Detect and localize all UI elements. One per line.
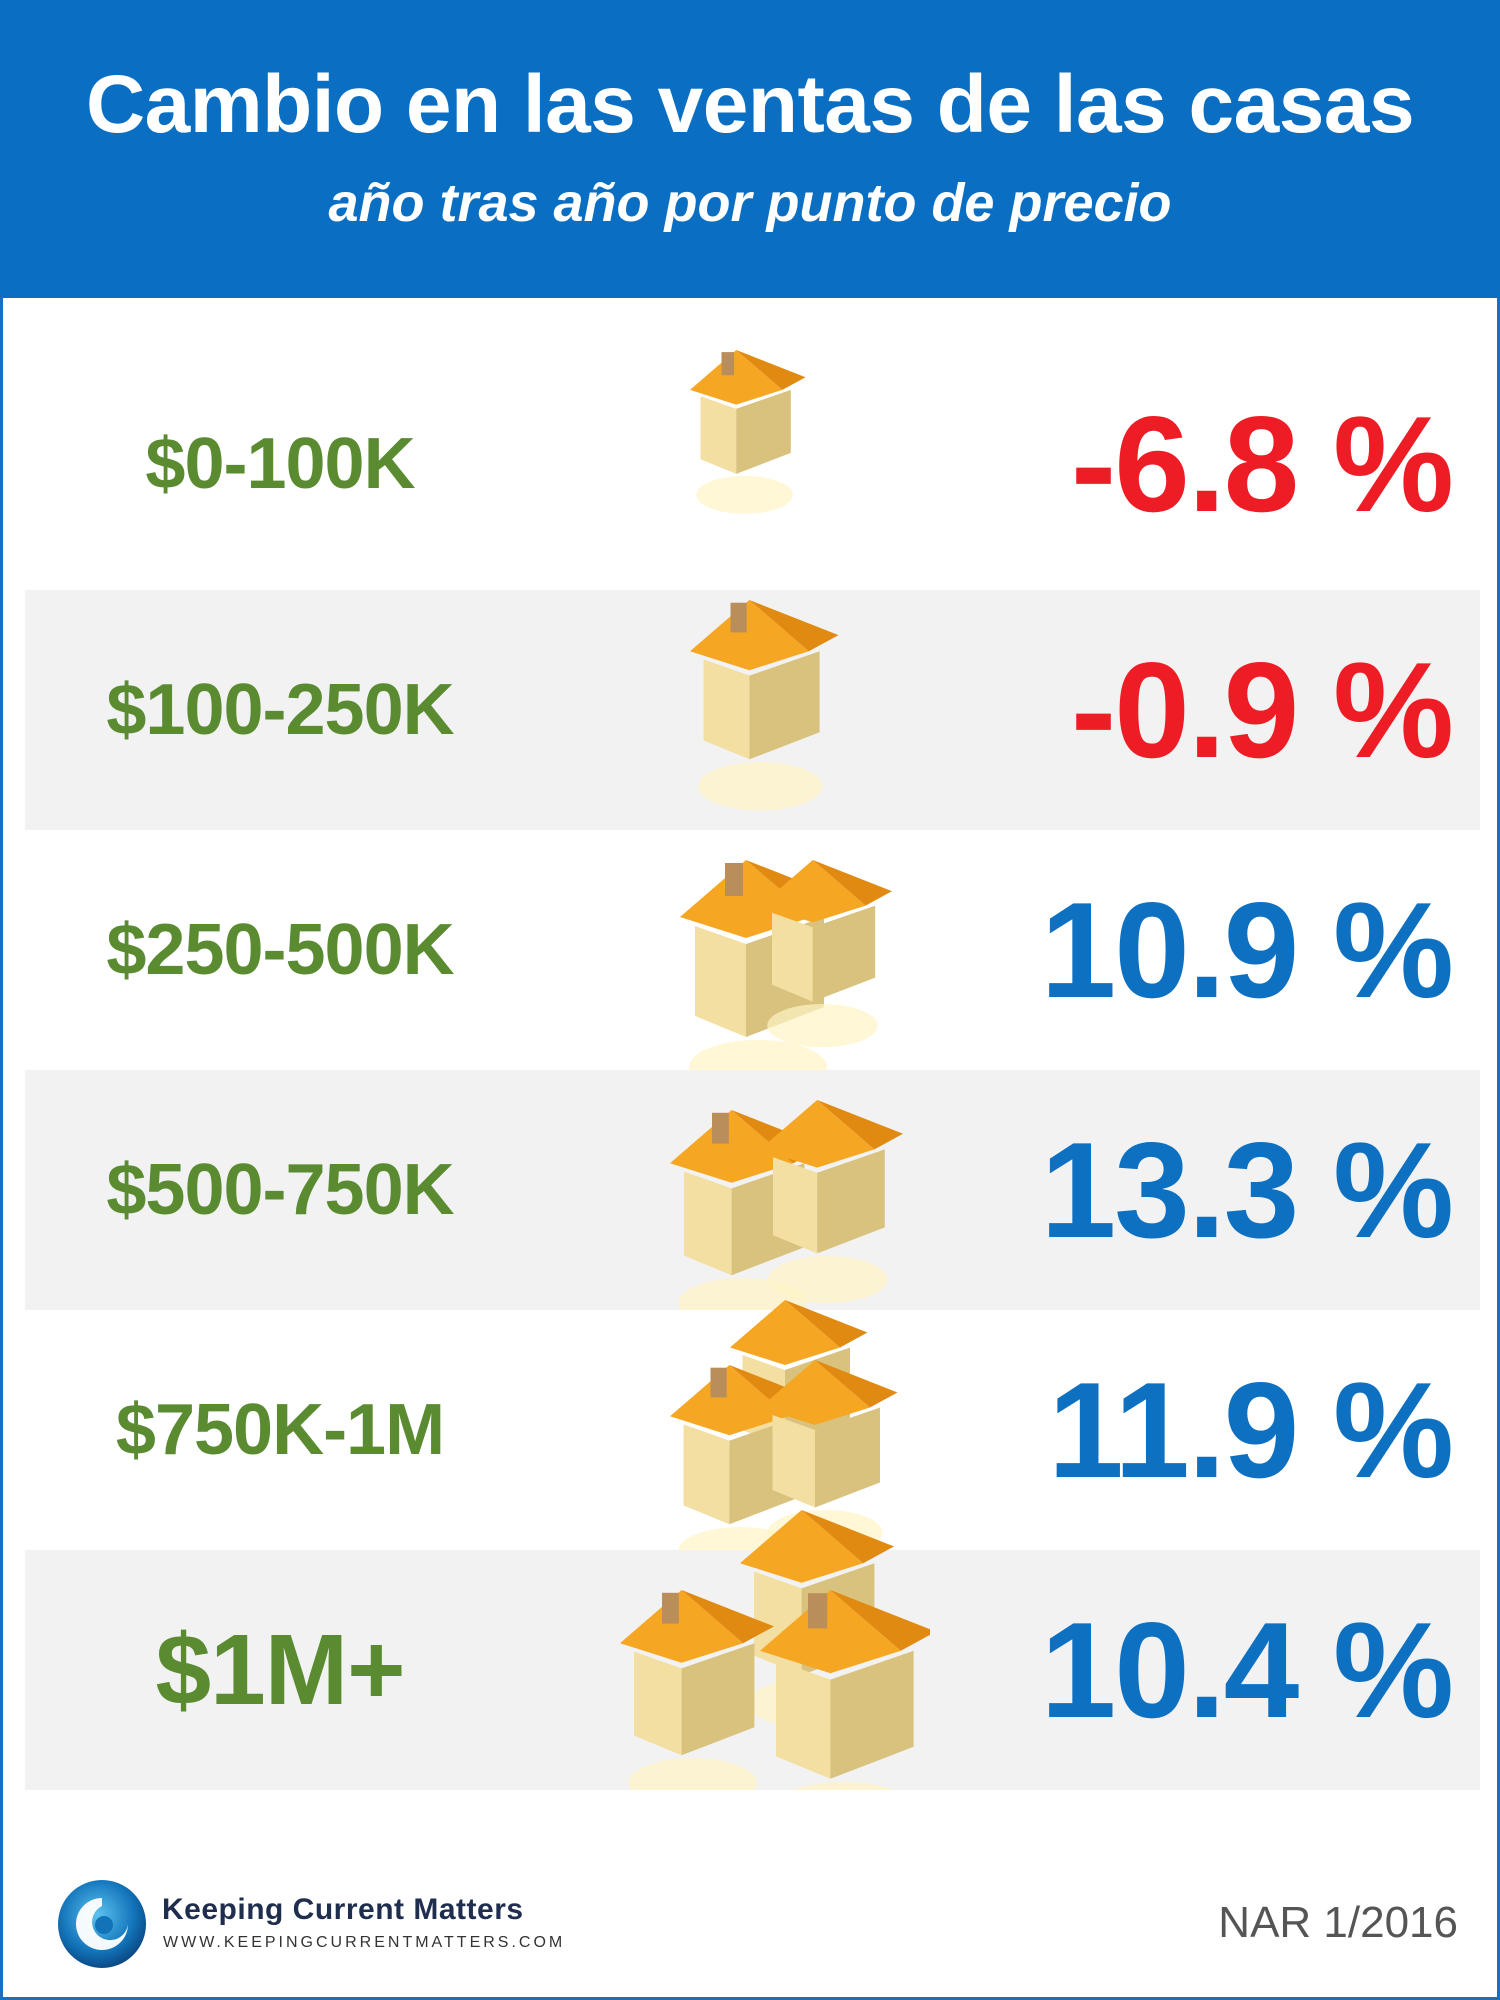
- price-row: $500-750K 13.3 %: [0, 1070, 1500, 1310]
- change-value: -0.9 %: [1070, 634, 1454, 786]
- price-row: $1M+ 10.4 %: [0, 1510, 1500, 1790]
- price-range-label: $1M+: [155, 1614, 406, 1726]
- change-value: 10.9 %: [1040, 874, 1454, 1026]
- brand-name: Keeping Current Matters: [162, 1893, 524, 1926]
- price-range-label: $0-100K: [145, 424, 415, 504]
- single-house-icon: [690, 600, 839, 811]
- page-title: Cambio en las ventas de las casas: [85, 59, 1415, 150]
- double-gable-house-icon: [680, 860, 892, 1070]
- price-range-label: $100-250K: [106, 670, 454, 750]
- brand-url: WWW.KEEPINGCURRENTMATTERS.COM: [163, 1934, 566, 1951]
- price-row: $250-500K 10.9 %: [0, 830, 1500, 1070]
- single-small-house-icon: [690, 350, 806, 514]
- price-range-label: $750K-1M: [115, 1390, 445, 1470]
- source-note: NAR 1/2016: [1218, 1898, 1458, 1947]
- change-value: 11.9 %: [1048, 1354, 1454, 1506]
- change-value: -6.8 %: [1070, 388, 1454, 540]
- price-row: $100-250K -0.9 %: [0, 590, 1500, 830]
- price-row: $750K-1M 11.9 %: [0, 1300, 1500, 1550]
- price-row: $0-100K -6.8 %: [0, 350, 1500, 590]
- header-banner: Cambio en las ventas de las casas año tr…: [0, 0, 1500, 298]
- large-house-icon: [670, 1100, 903, 1310]
- price-range-label: $500-750K: [106, 1150, 454, 1230]
- mansion-house-icon: [670, 1300, 898, 1550]
- page-subtitle: año tras año por punto de precio: [328, 173, 1172, 233]
- change-value: 13.3 %: [1040, 1114, 1454, 1266]
- kcm-logo-icon: [58, 1880, 146, 1968]
- price-range-label: $250-500K: [106, 910, 454, 990]
- house-cluster-icon: [620, 1510, 930, 1790]
- change-value: 10.4 %: [1040, 1594, 1454, 1746]
